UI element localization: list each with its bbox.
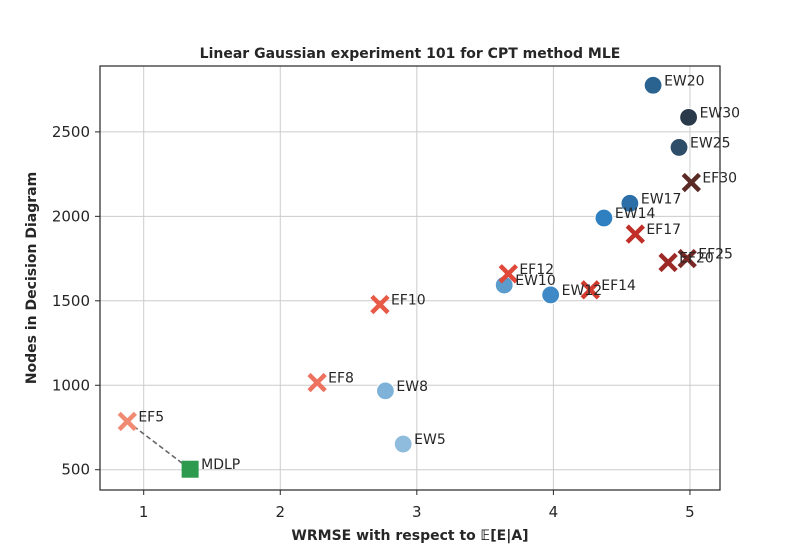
x-tick-label: 4 [549, 503, 559, 521]
point-label-ef25: EF25 [698, 247, 733, 263]
x-tick-label: 2 [275, 503, 285, 521]
point-label-ew5: EW5 [414, 432, 446, 448]
point-ef10 [370, 294, 390, 315]
point-label-ef14: EF14 [601, 278, 636, 294]
point-ew17 [620, 193, 640, 213]
grid [100, 66, 720, 490]
point-label-ef10: EF10 [391, 293, 426, 309]
point-ef25 [677, 248, 697, 269]
plot-frame [99, 65, 721, 491]
y-axis-label: Nodes in Decision Diagram [24, 172, 40, 384]
connector-layer [126, 420, 191, 470]
point-label-ew12: EW12 [562, 283, 603, 299]
point-label-mdlp: MDLP [201, 457, 240, 473]
y-tick-label: 500 [61, 461, 90, 479]
point-label-ef8: EF8 [328, 371, 354, 387]
y-tick-label: 1500 [52, 292, 90, 310]
point-ew5 [393, 434, 413, 454]
point-label-ew14: EW14 [615, 206, 656, 222]
x-tick-label: 1 [139, 503, 149, 521]
point-label-ew17: EW17 [641, 191, 682, 207]
y-tick-label: 2500 [52, 123, 90, 141]
point-label-ew8: EW8 [396, 379, 428, 395]
point-label-ef5: EF5 [138, 409, 164, 425]
y-tick-label: 2000 [52, 207, 90, 225]
point-ew20 [643, 75, 663, 95]
point-ef8 [307, 372, 327, 393]
point-label-ew25: EW25 [690, 135, 731, 151]
point-ew12 [541, 285, 561, 305]
point-ef5 [117, 411, 137, 432]
point-ef14 [580, 280, 600, 300]
point-ew25 [669, 137, 689, 158]
point-label-ef12: EF12 [519, 262, 554, 278]
x-tick-label: 5 [685, 503, 695, 521]
y-tick-labels: 500 1000 1500 2000 2500 [52, 123, 100, 479]
point-labels: EW5EW8EW10EW12EW14EW17EW20EW25EW30EF5EF8… [138, 73, 740, 473]
point-label-ef17: EF17 [646, 222, 681, 238]
point-ew30 [678, 107, 699, 127]
x-tick-label: 3 [412, 503, 422, 521]
point-mdlp [181, 460, 199, 478]
y-tick-label: 1000 [52, 376, 90, 394]
point-ew8 [375, 381, 396, 401]
point-label-ew20: EW20 [664, 73, 705, 89]
mdlp-connector-line [126, 420, 191, 470]
chart-title: Linear Gaussian experiment 101 for CPT m… [200, 46, 621, 62]
point-ew14 [594, 208, 614, 228]
point-label-ew10: EW10 [515, 273, 556, 289]
marks-layer [117, 75, 702, 478]
point-ef12 [498, 264, 519, 284]
point-ef30 [681, 172, 702, 193]
point-ef17 [625, 224, 646, 244]
point-ef20 [658, 252, 678, 273]
x-axis-label: WRMSE with respect to 𝔼[E|A] [291, 528, 528, 544]
point-label-ef20: EF20 [679, 250, 714, 266]
x-tick-labels: 1 2 3 4 5 [139, 490, 695, 521]
